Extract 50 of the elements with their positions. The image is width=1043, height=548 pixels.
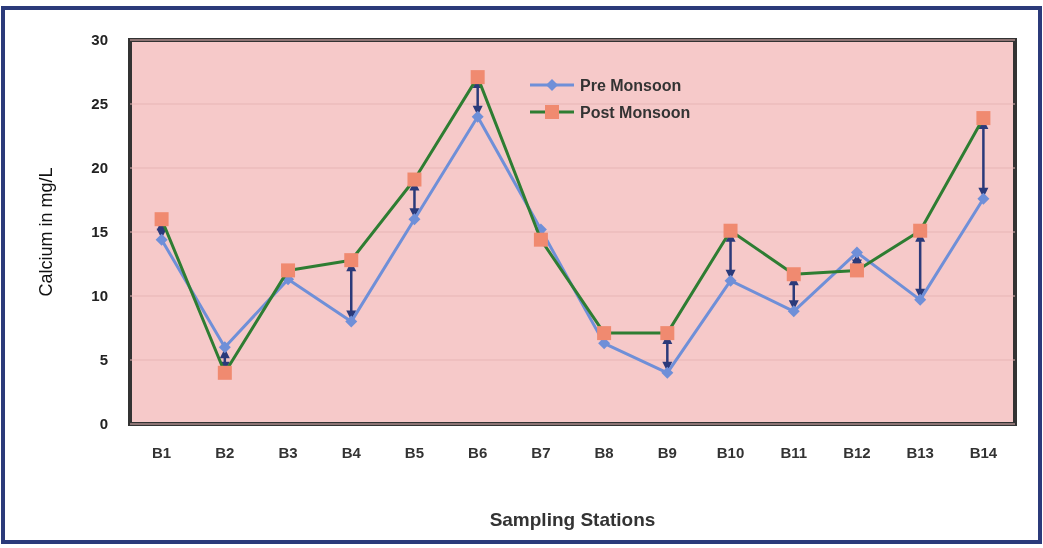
point bbox=[217, 365, 232, 380]
point bbox=[723, 223, 738, 238]
y-tick-label: 5 bbox=[99, 351, 108, 369]
y-tick-label: 25 bbox=[91, 95, 108, 113]
point bbox=[344, 253, 359, 268]
x-tick-label: B13 bbox=[906, 444, 934, 461]
x-axis-title: Sampling Stations bbox=[489, 509, 656, 530]
x-tick-label: B5 bbox=[404, 444, 425, 461]
point bbox=[407, 172, 422, 187]
x-tick-label: B8 bbox=[594, 444, 614, 461]
x-tick-label: B7 bbox=[531, 444, 551, 461]
point bbox=[977, 192, 990, 205]
point bbox=[155, 233, 168, 246]
point bbox=[345, 315, 358, 328]
legend-label: Post Monsoon bbox=[580, 103, 691, 121]
point bbox=[913, 223, 928, 238]
y-tick-label: 30 bbox=[91, 31, 108, 49]
point bbox=[533, 232, 548, 247]
x-tick-label: B14 bbox=[969, 444, 998, 461]
point bbox=[914, 293, 927, 306]
point bbox=[849, 263, 864, 278]
point bbox=[154, 212, 169, 227]
point bbox=[850, 246, 863, 259]
point bbox=[660, 326, 675, 341]
x-tick-label: B2 bbox=[215, 444, 235, 461]
legend-label: Pre Monsoon bbox=[580, 76, 682, 94]
x-tick-label: B3 bbox=[278, 444, 298, 461]
y-axis-title: Calcium in mg/L bbox=[36, 167, 56, 297]
point bbox=[724, 274, 737, 287]
point bbox=[787, 305, 800, 318]
y-tick-label: 20 bbox=[91, 159, 108, 177]
x-tick-label: B12 bbox=[843, 444, 871, 461]
x-tick-label: B6 bbox=[468, 444, 488, 461]
point bbox=[976, 111, 991, 126]
x-tick-label: B1 bbox=[152, 444, 172, 461]
point bbox=[218, 341, 231, 354]
y-tick-label: 0 bbox=[99, 415, 108, 433]
point bbox=[661, 366, 674, 379]
point bbox=[281, 263, 296, 278]
y-tick-label: 15 bbox=[91, 223, 108, 241]
point bbox=[408, 213, 421, 226]
point bbox=[470, 70, 485, 85]
x-tick-label: B9 bbox=[657, 444, 677, 461]
point bbox=[786, 267, 801, 282]
point bbox=[471, 110, 484, 123]
x-tick-label: B11 bbox=[780, 444, 808, 461]
y-tick-label: 10 bbox=[91, 287, 108, 305]
point bbox=[597, 326, 612, 341]
x-tick-label: B4 bbox=[341, 444, 362, 461]
x-tick-label: B10 bbox=[716, 444, 745, 461]
